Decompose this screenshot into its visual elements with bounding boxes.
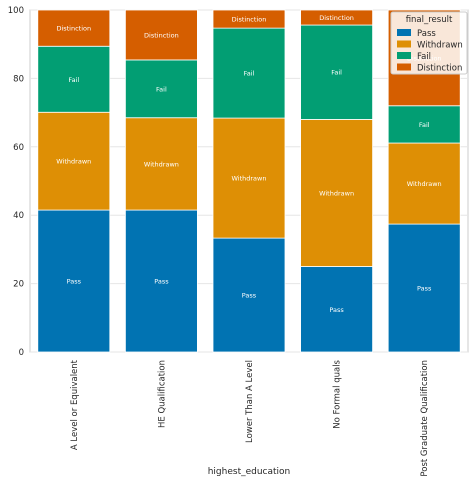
y-tick-label: 100 [8,6,24,16]
legend-title: final_result [406,15,453,25]
segment-label-withdrawn: Withdrawn [56,158,91,166]
bar-segment-pass [387,223,461,353]
segment-label-fail: Fail [331,69,342,77]
segment-label-withdrawn: Withdrawn [144,160,179,168]
segment-label-fail: Fail [419,121,430,129]
y-tick-label: 40 [13,211,24,221]
bar-segment-withdrawn [212,117,286,239]
segment-label-pass: Pass [154,278,169,286]
bar-segment-distinction [212,9,286,29]
x-tick-label: Post Graduate Qualification [420,360,430,477]
x-tick-label: HE Qualification [157,360,167,428]
axis-layer: 0 20 40 60 80 100 A Level or Equivalent HE Qual… [8,6,430,477]
segment-label-distinction: Distinction [56,25,91,33]
segment-label-fail: Fail [156,85,167,93]
segment-label-pass: Pass [417,285,432,293]
bar-segment-pass [212,237,286,353]
segment-label-fail: Fail [68,76,79,84]
x-tick-label: A Level or Equivalent [70,359,80,450]
segment-label-withdrawn: Withdrawn [232,175,267,183]
bar-segment-distinction [300,9,374,26]
segment-label-withdrawn: Withdrawn [407,180,442,188]
segment-label-pass: Pass [67,278,82,286]
segment-label-fail: Fail [244,70,255,78]
x-tick-label: Lower Than A Level [245,360,255,443]
bar-segment-fail [212,27,286,119]
y-tick-label: 0 [19,348,24,358]
legend-swatch-distinction [397,63,411,71]
bar-segment-pass [300,266,374,353]
x-tick-label: No Formal quals [333,359,343,428]
y-tick-label: 20 [13,280,24,290]
bar-segment-fail [125,59,198,119]
bar-segment-withdrawn [387,142,461,225]
bar-segment-withdrawn [300,119,374,267]
legend-swatch-withdrawn [397,40,411,48]
legend-entry-withdrawn: Withdrawn [417,41,463,51]
legend-entry-distinction: Distinction [417,64,462,74]
segment-label-pass: Pass [329,306,344,314]
bar-segment-withdrawn [37,111,111,211]
bar-segment-withdrawn [125,117,198,211]
legend-entry-pass: Pass [417,29,436,39]
legend-swatch-fail [397,52,411,59]
bar-segment-distinction [125,9,198,61]
legend-entry-fail: Fail [417,52,431,62]
bar-segment-pass [37,209,111,353]
segment-label-distinction: Distinction [144,31,179,39]
segment-label-distinction: Distinction [232,16,267,24]
bar-segment-distinction [37,9,111,47]
bar-segment-fail [300,24,374,120]
bars-layer: PassWithdrawnFailDistinctionPassWithdraw… [37,9,461,353]
legend-swatch-pass [397,29,411,36]
x-axis-title: highest_education [208,467,291,477]
y-tick-label: 80 [13,74,24,84]
segment-label-distinction: Distinction [319,14,354,22]
segment-label-pass: Pass [242,292,257,300]
segment-label-withdrawn: Withdrawn [319,189,354,197]
bar-segment-fail [37,45,111,113]
y-tick-label: 60 [13,143,24,153]
